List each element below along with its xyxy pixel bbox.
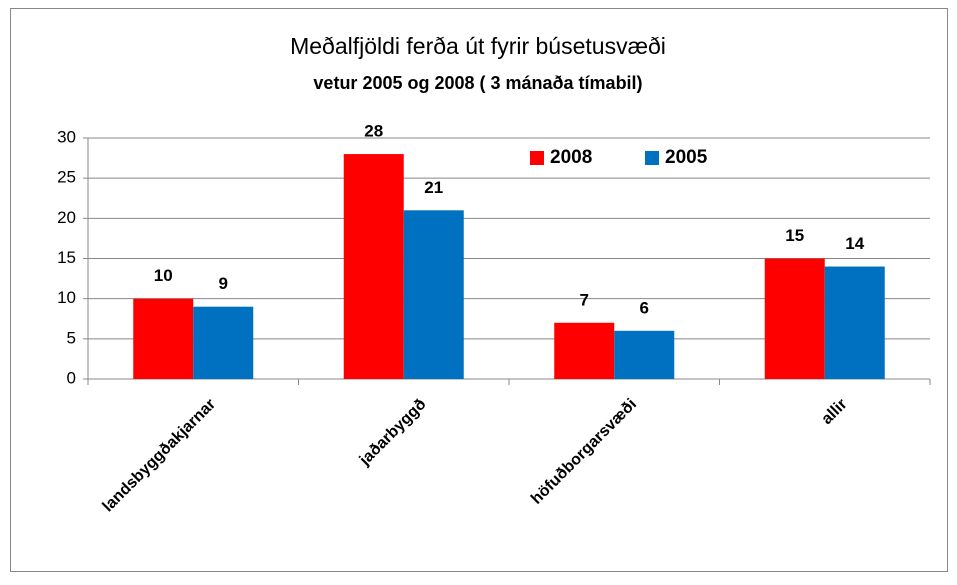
- legend-label: 2008: [550, 147, 592, 168]
- data-label: 21: [424, 178, 443, 197]
- bar: [343, 154, 404, 379]
- y-tick-label: 15: [57, 248, 76, 267]
- y-tick-label: 30: [57, 127, 76, 146]
- data-label: 9: [219, 274, 228, 293]
- bar: [764, 258, 825, 379]
- chart-title: Meðalfjöldi ferða út fyrir búsetusvæði: [290, 33, 666, 59]
- bar: [554, 322, 615, 379]
- y-tick-label: 0: [67, 368, 76, 387]
- bar: [403, 210, 464, 379]
- bar: [193, 306, 254, 379]
- data-label: 14: [845, 234, 864, 253]
- y-tick-label: 10: [57, 288, 76, 307]
- bar: [133, 298, 194, 379]
- data-label: 6: [640, 298, 649, 317]
- legend-swatch: [645, 151, 659, 165]
- y-tick-label: 25: [57, 168, 76, 187]
- data-label: 15: [785, 226, 804, 245]
- y-tick-label: 20: [57, 208, 76, 227]
- data-label: 10: [154, 266, 173, 285]
- legend-label: 2005: [665, 147, 708, 168]
- chart-subtitle: vetur 2005 og 2008 ( 3 mánaða tímabil): [313, 73, 642, 93]
- legend-swatch: [530, 151, 544, 165]
- data-label: 28: [364, 122, 383, 141]
- y-tick-label: 5: [67, 328, 76, 347]
- bar: [824, 266, 885, 379]
- bar: [614, 330, 675, 379]
- data-label: 7: [580, 290, 589, 309]
